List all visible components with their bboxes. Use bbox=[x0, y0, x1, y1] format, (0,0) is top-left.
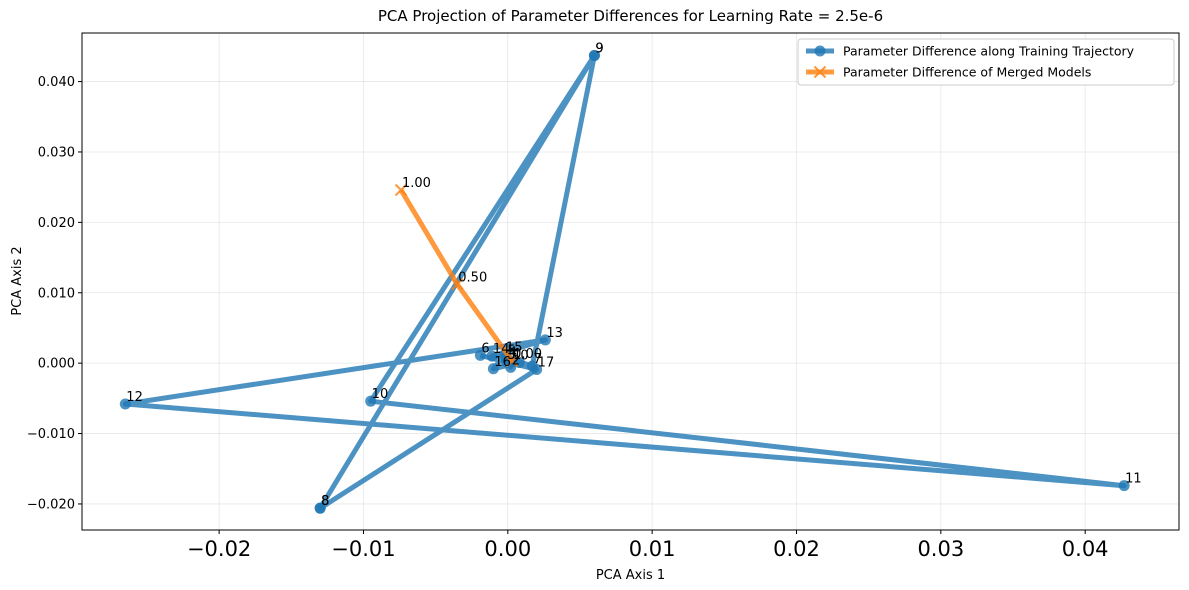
plot-frame bbox=[81, 32, 1180, 531]
y-tick-label: 0.000 bbox=[38, 357, 75, 372]
trajectory-point-label: 16 bbox=[494, 355, 511, 370]
y-tick-label: 0.020 bbox=[38, 216, 75, 231]
legend: Parameter Difference along Training Traj… bbox=[797, 38, 1175, 86]
legend-marker-merged bbox=[813, 65, 827, 79]
series-layer bbox=[119, 50, 1130, 514]
x-tick-label: −0.01 bbox=[331, 537, 395, 561]
trajectory-point-label: 4 bbox=[509, 346, 517, 361]
trajectory-point bbox=[119, 398, 131, 410]
legend-marker-trajectory bbox=[814, 45, 826, 57]
trajectory-point-label: 14 bbox=[493, 342, 510, 357]
trajectory-point-label: 15 bbox=[506, 341, 523, 356]
trajectory-point-label: 8 bbox=[321, 494, 329, 509]
trajectory-point bbox=[526, 360, 538, 372]
trajectory-point-label: 6 bbox=[481, 341, 489, 356]
y-tick-label: −0.010 bbox=[27, 427, 75, 442]
trajectory-point bbox=[474, 349, 486, 361]
x-tick-label: 0.00 bbox=[484, 537, 531, 561]
y-tick-label: 0.030 bbox=[38, 145, 75, 160]
trajectory-point-label: 8 bbox=[321, 494, 329, 509]
legend-label-trajectory: Parameter Difference along Training Traj… bbox=[843, 44, 1135, 59]
trajectory-point-label: 2 bbox=[512, 353, 520, 368]
merged-point bbox=[505, 354, 519, 368]
trajectory-point-label: 9 bbox=[595, 42, 603, 57]
legend-box bbox=[797, 38, 1175, 86]
trajectory-point bbox=[539, 334, 551, 346]
trajectory-point bbox=[486, 350, 498, 362]
trajectory-point-label: 5 bbox=[507, 344, 515, 359]
x-tick-label: 0.03 bbox=[917, 537, 964, 561]
trajectory-point bbox=[314, 502, 326, 514]
x-tick-label: −0.02 bbox=[187, 537, 251, 561]
y-tick-label: −0.020 bbox=[27, 497, 75, 512]
trajectory-point-label: 13 bbox=[546, 326, 563, 341]
y-axis-label: PCA Axis 2 bbox=[10, 246, 25, 315]
trajectory-point-label: 1 bbox=[513, 348, 521, 363]
y-tick-label: 0.010 bbox=[38, 286, 75, 301]
chart-title: PCA Projection of Parameter Differences … bbox=[378, 7, 883, 25]
merged-point-label: 0.00 bbox=[513, 347, 542, 362]
trajectory-point-label: 17 bbox=[538, 355, 555, 370]
trajectory-point bbox=[365, 395, 377, 407]
merged-point-label: 0.50 bbox=[458, 270, 487, 285]
trajectory-point-label: 12 bbox=[126, 390, 143, 405]
merged-point bbox=[451, 278, 464, 291]
trajectory-point bbox=[1118, 480, 1130, 492]
y-tick-label: 0.040 bbox=[38, 75, 75, 90]
legend-label-merged: Parameter Difference of Merged Models bbox=[843, 65, 1091, 80]
trajectory-point bbox=[588, 50, 600, 62]
x-axis-label: PCA Axis 1 bbox=[596, 568, 665, 583]
axes-layer: −0.02 −0.01 0.00 0.01 0.02 0.03 0.04 −0.020 −0.0… bbox=[27, 75, 1109, 561]
trajectory-point-label: 3 bbox=[507, 348, 515, 363]
trajectory-point-label: 0 bbox=[520, 348, 528, 363]
trajectory-point-label: 11 bbox=[1125, 472, 1142, 487]
trajectory-point-label: 10 bbox=[372, 387, 389, 402]
x-tick-label: 0.04 bbox=[1062, 537, 1109, 561]
merged-point-label: 1.00 bbox=[402, 176, 431, 191]
merged-point bbox=[394, 183, 408, 197]
trajectory-point-label: 9 bbox=[595, 42, 603, 57]
trajectory-point-label: 7 bbox=[533, 352, 541, 367]
trajectory-point bbox=[487, 363, 499, 375]
x-tick-label: 0.01 bbox=[629, 537, 676, 561]
x-tick-label: 0.02 bbox=[773, 537, 820, 561]
